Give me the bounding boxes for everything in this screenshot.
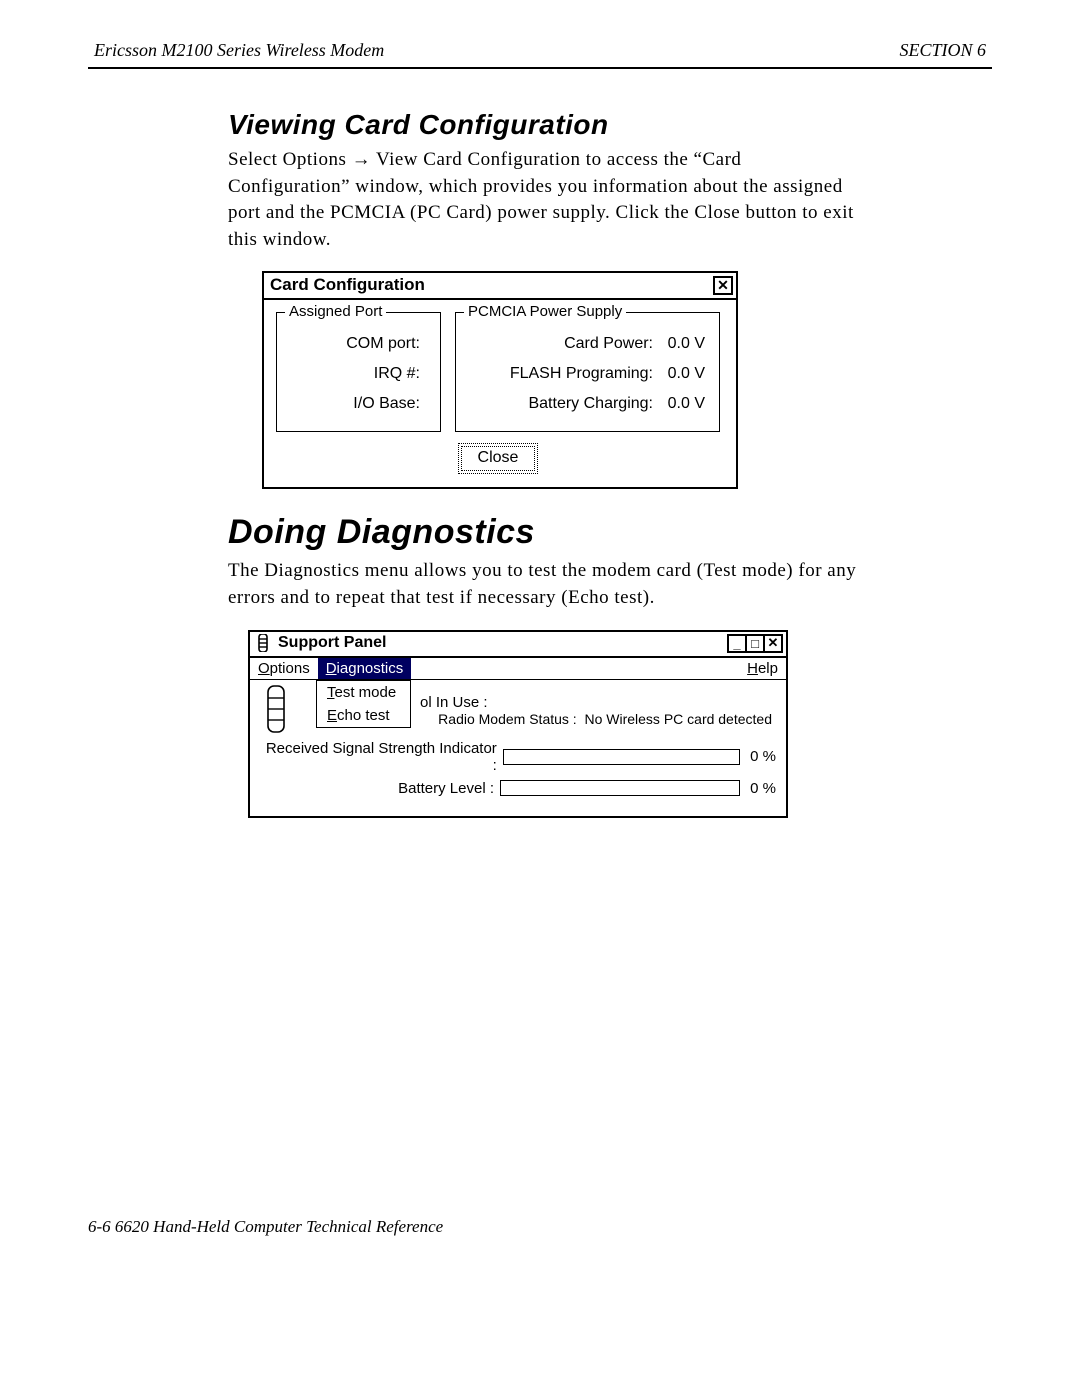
battery-chg-value: 0.0 V bbox=[663, 395, 705, 413]
header-rule bbox=[88, 67, 992, 69]
page-footer: 6-6 6620 Hand-Held Computer Technical Re… bbox=[88, 1217, 443, 1237]
support-panel-window: Support Panel _ □ ✕ Options Diagnostics … bbox=[248, 630, 788, 818]
menu-help[interactable]: Help bbox=[739, 658, 786, 679]
rssi-label: Received Signal Strength Indicator : bbox=[260, 740, 497, 774]
irq-label: IRQ #: bbox=[291, 365, 426, 383]
battery-value: 0 % bbox=[746, 780, 776, 797]
pcmcia-power-group: PCMCIA Power Supply Card Power:0.0 V FLA… bbox=[455, 312, 720, 432]
menubar: Options Diagnostics Help bbox=[250, 658, 786, 680]
assigned-port-legend: Assigned Port bbox=[285, 303, 386, 320]
flash-prog-label: FLASH Programing: bbox=[510, 365, 653, 383]
support-panel-title: Support Panel bbox=[278, 634, 729, 652]
section1-paragraph: Select Options → View Card Configuration… bbox=[228, 147, 868, 253]
app-icon bbox=[254, 634, 272, 652]
card-config-title: Card Configuration bbox=[270, 275, 425, 295]
header-right: SECTION 6 bbox=[899, 40, 986, 61]
assigned-port-group: Assigned Port COM port: IRQ #: I/O Base: bbox=[276, 312, 441, 432]
menu-diagnostics[interactable]: Diagnostics bbox=[318, 658, 412, 679]
section-title-diagnostics: Doing Diagnostics bbox=[228, 513, 868, 552]
pcmcia-power-legend: PCMCIA Power Supply bbox=[464, 303, 626, 320]
rssi-value: 0 % bbox=[746, 748, 776, 765]
card-power-label: Card Power: bbox=[564, 335, 653, 353]
battery-bar bbox=[500, 780, 740, 796]
diagnostics-dropdown: Test mode Echo test bbox=[316, 680, 411, 728]
section-title-viewing: Viewing Card Configuration bbox=[228, 109, 868, 141]
com-port-label: COM port: bbox=[291, 335, 426, 353]
header-left: Ericsson M2100 Series Wireless Modem bbox=[94, 40, 384, 61]
battery-chg-label: Battery Charging: bbox=[528, 395, 653, 413]
rssi-bar bbox=[503, 749, 741, 765]
device-icon bbox=[262, 684, 292, 736]
menu-echo-test[interactable]: Echo test bbox=[317, 704, 410, 727]
menu-test-mode[interactable]: Test mode bbox=[317, 681, 410, 704]
card-power-value: 0.0 V bbox=[663, 335, 705, 353]
minimize-icon[interactable]: _ bbox=[727, 634, 747, 653]
menu-options[interactable]: Options bbox=[250, 658, 318, 679]
flash-prog-value: 0.0 V bbox=[663, 365, 705, 383]
card-config-dialog: Card Configuration ✕ Assigned Port COM p… bbox=[262, 271, 738, 489]
io-base-label: I/O Base: bbox=[291, 395, 426, 413]
maximize-icon[interactable]: □ bbox=[745, 634, 765, 653]
close-button[interactable]: Close bbox=[461, 446, 536, 471]
section2-paragraph: The Diagnostics menu allows you to test … bbox=[228, 558, 868, 611]
close-icon[interactable]: ✕ bbox=[713, 276, 733, 295]
battery-label: Battery Level : bbox=[398, 780, 494, 797]
close-window-icon[interactable]: ✕ bbox=[763, 634, 783, 653]
